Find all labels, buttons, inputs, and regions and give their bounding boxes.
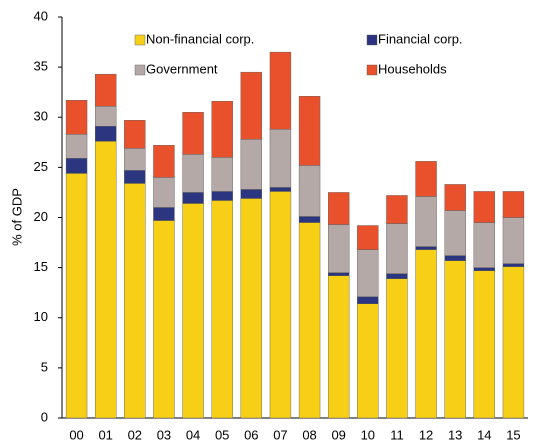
- bar-segment: [415, 161, 437, 197]
- x-tick-label: 04: [186, 427, 200, 442]
- x-tick-label: 09: [331, 427, 345, 442]
- bar-segment: [444, 255, 466, 261]
- bar-segment: [65, 158, 88, 174]
- bar-segment: [473, 270, 495, 419]
- bar-segment: [153, 220, 175, 419]
- legend-swatch: [366, 34, 378, 46]
- bar-segment: [95, 73, 117, 107]
- bar-segment: [124, 183, 146, 419]
- x-tick-label: 15: [506, 427, 520, 442]
- bar-segment: [124, 120, 146, 149]
- bar-segment: [357, 249, 379, 297]
- bar-segment: [153, 207, 175, 221]
- bar-segment: [182, 203, 204, 419]
- bar-segment: [95, 126, 117, 142]
- bar-segment: [502, 217, 525, 264]
- bar-segment: [328, 272, 350, 276]
- y-tick-label: 20: [34, 209, 48, 224]
- bar-segment: [415, 249, 437, 419]
- bar-segment: [386, 278, 408, 419]
- bar-segment: [386, 273, 408, 279]
- bar-segment: [124, 170, 146, 184]
- x-tick-label: 12: [419, 427, 433, 442]
- legend-label: Households: [378, 61, 447, 76]
- x-tick-label: 08: [302, 427, 316, 442]
- bar-segment: [211, 191, 233, 201]
- bar-segment: [473, 267, 495, 271]
- bar-segment: [182, 112, 204, 155]
- bar-segment: [473, 222, 495, 268]
- legend-swatch: [134, 64, 146, 76]
- x-tick-label: 10: [361, 427, 375, 442]
- x-tick-label: 01: [98, 427, 112, 442]
- bar-segment: [269, 191, 292, 419]
- bar-segment: [357, 303, 379, 419]
- bar-segment: [124, 148, 146, 171]
- x-tick-label: 11: [390, 427, 404, 442]
- x-tick-label: 06: [244, 427, 258, 442]
- bar-segment: [95, 141, 117, 419]
- bar-segment: [386, 195, 408, 224]
- bar-segment: [153, 177, 175, 208]
- bar-segment: [240, 71, 262, 140]
- bar-segment: [357, 225, 379, 250]
- x-tick-label: 02: [128, 427, 142, 442]
- bar-segment: [211, 157, 233, 192]
- bar-segment: [298, 222, 321, 419]
- x-tick-label: 05: [215, 427, 229, 442]
- bar-segment: [182, 192, 204, 204]
- bar-segment: [95, 106, 117, 127]
- bar-segment: [298, 95, 321, 166]
- legend-label: Government: [146, 61, 218, 76]
- bar-segment: [328, 275, 350, 419]
- bar-segment: [211, 200, 233, 419]
- bar-segment: [357, 296, 379, 304]
- x-tick-label: 07: [273, 427, 287, 442]
- bar-segment: [473, 191, 495, 223]
- bar-segment: [240, 189, 262, 199]
- legend-label: Non-financial corp.: [146, 31, 254, 46]
- y-tick-label: 25: [34, 159, 48, 174]
- bar-segment: [328, 192, 350, 225]
- bar-segment: [269, 129, 292, 188]
- bar-segment: [298, 216, 321, 223]
- bar-segment: [269, 51, 292, 130]
- bar-segment: [65, 100, 88, 135]
- y-tick-label: 15: [34, 259, 48, 274]
- bar-segment: [386, 223, 408, 274]
- legend-swatch: [134, 34, 146, 46]
- bar-segment: [328, 224, 350, 273]
- x-tick-label: 14: [477, 427, 491, 442]
- bar-segment: [415, 246, 437, 250]
- bar-segment: [444, 210, 466, 256]
- bar-segment: [211, 101, 233, 158]
- bar-segment: [444, 260, 466, 419]
- bar-segment: [502, 263, 525, 267]
- legend-swatch: [366, 64, 378, 76]
- y-tick-label: 10: [34, 309, 48, 324]
- y-tick-label: 0: [41, 409, 48, 424]
- y-tick-label: 5: [41, 359, 48, 374]
- y-axis-label: % of GDP: [9, 188, 24, 246]
- bar-segment: [182, 154, 204, 193]
- x-tick-label: 03: [157, 427, 171, 442]
- bar-segment: [269, 187, 292, 192]
- x-tick-label: 00: [69, 427, 83, 442]
- bar-segment: [502, 191, 525, 218]
- y-tick-label: 40: [34, 8, 48, 23]
- x-tick-label: 13: [448, 427, 462, 442]
- bar-segment: [415, 196, 437, 247]
- bar-segment: [153, 145, 175, 178]
- bar-segment: [65, 134, 88, 159]
- bar-segment: [240, 139, 262, 190]
- y-tick-label: 30: [34, 109, 48, 124]
- y-tick-label: 35: [34, 59, 48, 74]
- bar-segment: [502, 266, 525, 419]
- bar-segment: [65, 173, 88, 419]
- legend-label: Financial corp.: [378, 31, 463, 46]
- bar-segment: [298, 165, 321, 217]
- bar-segment: [240, 198, 262, 419]
- bar-segment: [444, 184, 466, 211]
